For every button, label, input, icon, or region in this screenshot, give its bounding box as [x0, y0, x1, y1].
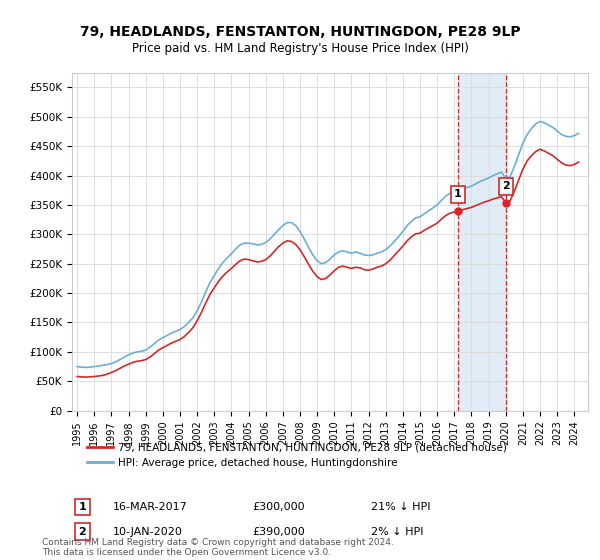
- Text: £390,000: £390,000: [253, 526, 305, 536]
- Text: 2: 2: [79, 526, 86, 536]
- Text: Contains HM Land Registry data © Crown copyright and database right 2024.
This d: Contains HM Land Registry data © Crown c…: [42, 538, 394, 557]
- Text: 21% ↓ HPI: 21% ↓ HPI: [371, 502, 431, 512]
- Text: 1: 1: [454, 189, 462, 199]
- Text: Price paid vs. HM Land Registry's House Price Index (HPI): Price paid vs. HM Land Registry's House …: [131, 42, 469, 55]
- Text: 10-JAN-2020: 10-JAN-2020: [113, 526, 183, 536]
- Text: £300,000: £300,000: [253, 502, 305, 512]
- Bar: [458, 73, 506, 410]
- Text: 16-MAR-2017: 16-MAR-2017: [113, 502, 188, 512]
- Text: 79, HEADLANDS, FENSTANTON, HUNTINGDON, PE28 9LP: 79, HEADLANDS, FENSTANTON, HUNTINGDON, P…: [80, 25, 520, 39]
- Text: 2: 2: [502, 181, 510, 191]
- Legend: 79, HEADLANDS, FENSTANTON, HUNTINGDON, PE28 9LP (detached house), HPI: Average p: 79, HEADLANDS, FENSTANTON, HUNTINGDON, P…: [82, 438, 511, 472]
- Text: 2% ↓ HPI: 2% ↓ HPI: [371, 526, 424, 536]
- Text: 1: 1: [79, 502, 86, 512]
